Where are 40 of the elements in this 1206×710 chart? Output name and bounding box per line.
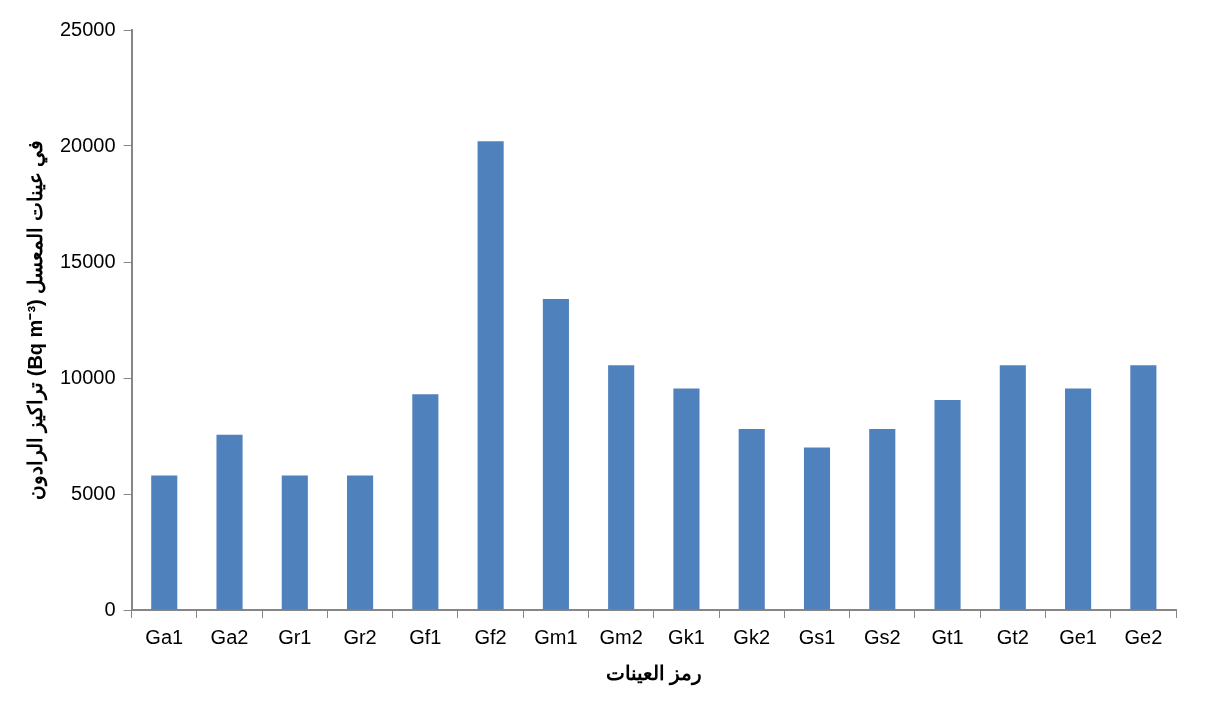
- bar: [477, 141, 504, 610]
- x-tick-label: Gf2: [474, 625, 507, 648]
- x-tick-label: Gr2: [343, 625, 377, 648]
- bar: [999, 365, 1026, 610]
- bar: [1130, 365, 1157, 610]
- x-tick-label: Gt1: [931, 625, 964, 648]
- bar: [281, 475, 308, 610]
- x-tick-label: Gm2: [599, 625, 643, 648]
- y-axis-title: تراكيز الرادون (Bq m⁻³) في عينات المعسل: [23, 139, 48, 501]
- y-tick-label: 25000: [59, 17, 116, 40]
- y-tick-label: 10000: [59, 365, 116, 388]
- bar: [803, 447, 831, 610]
- x-tick-label: Gs1: [798, 625, 836, 648]
- x-tick-label: Ga2: [210, 625, 249, 648]
- bar: [151, 475, 178, 610]
- x-tick-label: Ga1: [145, 625, 184, 648]
- bar: [542, 299, 569, 610]
- bar: [1065, 388, 1092, 610]
- bar: [216, 434, 243, 610]
- bar: [738, 429, 765, 610]
- bar: [412, 394, 439, 610]
- y-tick-label: 20000: [59, 133, 116, 156]
- x-axis-title: رمز العينات: [605, 661, 703, 686]
- x-tick-label: Ge2: [1124, 625, 1163, 648]
- x-tick-label: Gk1: [668, 625, 705, 648]
- y-tick-label: 5000: [71, 481, 116, 504]
- bar: [934, 400, 961, 610]
- bar: [869, 429, 896, 610]
- x-tick-label: Gm1: [534, 625, 578, 648]
- x-tick-label: Gs2: [863, 625, 901, 648]
- bar: [673, 388, 700, 610]
- bar: [608, 365, 635, 610]
- x-tick-label: Gr1: [278, 625, 312, 648]
- x-tick-label: Ge1: [1059, 625, 1097, 648]
- x-tick-label: Gf1: [409, 625, 442, 648]
- x-tick-label: Gk2: [733, 625, 771, 648]
- y-tick-label: 15000: [59, 249, 116, 272]
- x-tick-label: Gt2: [996, 625, 1029, 648]
- y-tick-label: 0: [104, 597, 116, 620]
- bar: [347, 475, 374, 610]
